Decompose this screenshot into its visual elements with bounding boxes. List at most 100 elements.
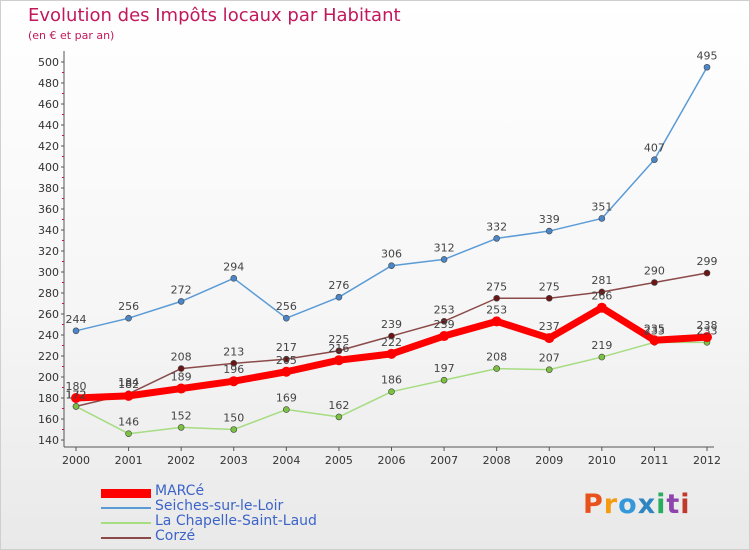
data-point <box>283 355 290 363</box>
logo-letter: o <box>618 489 638 520</box>
data-label: 244 <box>66 313 87 326</box>
x-tick-label: 2002 <box>167 454 195 467</box>
data-label: 253 <box>434 303 455 316</box>
data-point <box>335 347 343 355</box>
x-tick-label: 2011 <box>640 454 668 467</box>
data-point <box>493 294 500 302</box>
x-tick-label: 2010 <box>588 454 616 467</box>
y-tick-label: 260 <box>38 308 59 321</box>
data-point <box>71 393 81 403</box>
y-tick-label: 200 <box>38 371 59 384</box>
data-label: 332 <box>486 220 507 233</box>
data-point <box>230 274 238 282</box>
x-tick-label: 2003 <box>220 454 248 467</box>
y-tick-label: 400 <box>38 161 59 174</box>
y-tick-label: 320 <box>38 245 59 258</box>
data-point <box>177 424 185 431</box>
data-point <box>651 279 658 286</box>
y-tick-label: 420 <box>38 140 59 153</box>
x-tick-label: 2001 <box>115 454 143 467</box>
logo-letter: i <box>680 489 691 520</box>
y-tick-label: 160 <box>38 413 59 426</box>
y-tick-label: 220 <box>38 350 59 363</box>
y-tick-label: 280 <box>38 287 59 300</box>
y-tick-label: 340 <box>38 224 59 237</box>
data-label: 275 <box>486 280 507 293</box>
data-label: 256 <box>118 300 139 313</box>
data-point <box>649 335 660 346</box>
data-point <box>230 426 238 433</box>
data-point <box>491 316 502 327</box>
data-label: 253 <box>486 303 507 316</box>
x-tick-label: 2007 <box>430 454 458 467</box>
data-label: 237 <box>539 320 560 333</box>
y-tick-label: 140 <box>38 434 59 447</box>
data-point <box>335 293 343 301</box>
data-point <box>228 376 239 387</box>
data-point <box>125 430 132 438</box>
data-point <box>703 63 711 71</box>
data-label: 216 <box>328 342 349 355</box>
data-point <box>493 235 500 242</box>
data-point <box>545 227 553 235</box>
legend-label: Corzé <box>155 528 196 544</box>
data-label: 186 <box>381 374 402 387</box>
x-tick-label: 2012 <box>693 454 721 467</box>
data-point <box>281 366 292 377</box>
data-label: 235 <box>644 322 665 335</box>
data-label: 256 <box>276 300 297 313</box>
data-point <box>596 302 607 313</box>
data-point <box>386 348 397 359</box>
data-label: 276 <box>328 279 349 292</box>
y-tick-label: 180 <box>38 392 59 405</box>
proxiti-logo: Proxiti <box>583 489 691 520</box>
x-tick-label: 2008 <box>483 454 511 467</box>
logo-letter: x <box>637 489 657 520</box>
data-label: 213 <box>223 345 244 358</box>
data-point <box>598 288 606 296</box>
data-label: 222 <box>381 336 402 349</box>
data-point <box>388 262 395 270</box>
data-label: 495 <box>697 49 718 62</box>
data-point <box>598 353 606 361</box>
data-label: 217 <box>276 341 297 354</box>
legend-label: Seiches-sur-le-Loir <box>155 498 284 514</box>
data-label: 275 <box>539 280 560 293</box>
data-label: 182 <box>118 378 139 391</box>
x-tick-label: 2004 <box>272 454 300 467</box>
y-tick-label: 460 <box>38 98 59 111</box>
data-point <box>440 318 448 325</box>
legend-swatch <box>101 507 151 509</box>
x-tick-label: 2005 <box>325 454 353 467</box>
data-label: 172 <box>66 388 87 401</box>
legend-swatch <box>101 537 151 539</box>
data-label: 207 <box>539 352 560 365</box>
data-label: 281 <box>591 274 612 287</box>
data-point <box>440 256 448 263</box>
legend-swatch <box>101 522 151 524</box>
chart-title: Evolution des Impôts locaux par Habitant <box>28 5 401 26</box>
data-label: 239 <box>434 318 455 331</box>
data-point <box>177 298 185 305</box>
data-point <box>283 406 290 413</box>
legend-label: La Chapelle-Saint-Laud <box>155 513 317 529</box>
data-label: 233 <box>697 324 718 337</box>
data-point <box>230 360 238 367</box>
x-tick-label: 2000 <box>62 454 90 467</box>
data-point <box>440 376 448 384</box>
data-label: 339 <box>539 213 560 226</box>
data-point <box>439 331 450 342</box>
legend-label: MARCé <box>155 483 205 499</box>
data-label: 208 <box>486 351 507 364</box>
logo-letter: r <box>603 489 619 520</box>
data-label: 152 <box>171 409 192 422</box>
y-tick-label: 240 <box>38 329 59 342</box>
data-label: 184 <box>118 376 139 389</box>
data-label: 189 <box>171 371 192 384</box>
data-point <box>388 388 395 396</box>
logo-letter: t <box>666 489 681 520</box>
data-label: 238 <box>697 319 718 332</box>
logo-letter: P <box>583 489 604 520</box>
data-label: 205 <box>276 354 297 367</box>
